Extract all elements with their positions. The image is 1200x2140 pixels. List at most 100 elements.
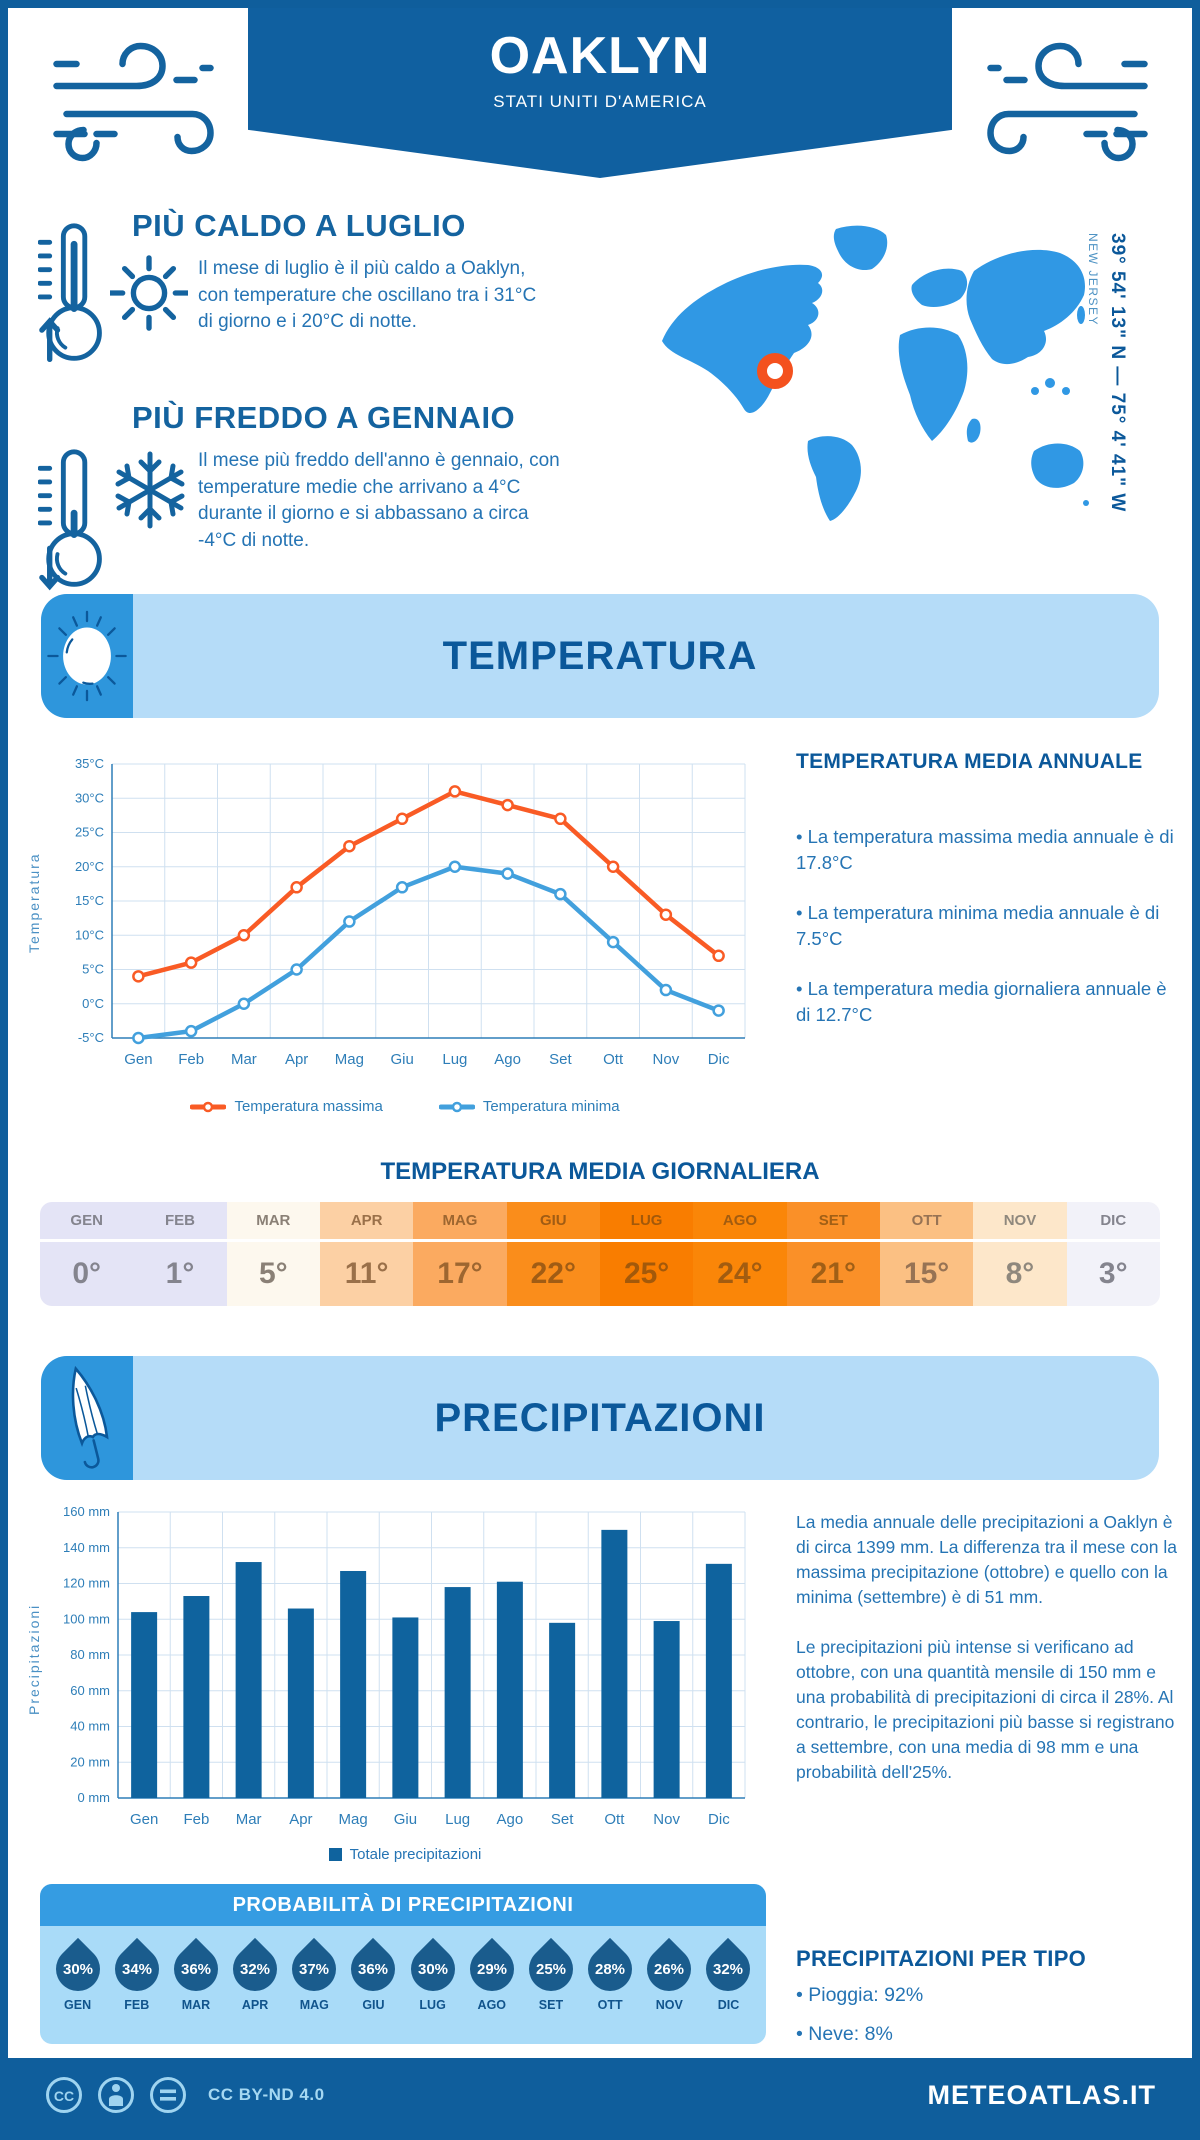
- daily-temp-month: AGO: [693, 1202, 787, 1242]
- sun-badge: [41, 594, 133, 718]
- water-drop-icon: 30%: [46, 1937, 109, 2001]
- page-title: OAKLYN: [489, 27, 711, 85]
- drop-percentage: 29%: [476, 1960, 507, 1978]
- daily-temp-cell: SET 21°: [786, 1202, 880, 1306]
- water-drop-icon: 36%: [164, 1937, 228, 2001]
- license-label: CC BY-ND 4.0: [208, 2085, 325, 2104]
- highlight-warm-title: PIÙ CALDO A LUGLIO: [132, 208, 466, 243]
- svg-text:10°C: 10°C: [75, 927, 104, 942]
- daily-temp-value: 0°: [72, 1257, 101, 1290]
- svg-text:Dic: Dic: [708, 1811, 730, 1828]
- daily-temp-month: GEN: [40, 1202, 134, 1242]
- sun-banner-icon: [47, 610, 127, 702]
- temperature-chart: Temperatura -5°C 0°C 5°C 10°C 15°C 20°C 25°C 30…: [26, 746, 760, 1142]
- daily-temp-cell: LUG 25°: [599, 1202, 694, 1306]
- svg-text:Feb: Feb: [183, 1811, 209, 1828]
- precipitation-probability-panel: PROBABILITÀ DI PRECIPITAZIONI 30% GEN 34…: [40, 1884, 766, 2044]
- temperature-line-chart: -5°C 0°C 5°C 10°C 15°C 20°C 25°C 30°C 35°C Gen Feb…: [75, 756, 746, 1068]
- daily-temp-value: 15°: [903, 1257, 950, 1290]
- highlight-cold-text: Il mese più freddo dell'anno è gennaio, …: [198, 450, 560, 551]
- world-map: [662, 225, 1089, 521]
- temp-stats-list: • La temperatura massima media annuale è…: [796, 824, 1184, 1052]
- daily-temp-table: GEN 0° FEB 1° MAR 5° APR 11° MAG 17° GIU 22° L…: [40, 1202, 1160, 1306]
- svg-text:15°C: 15°C: [75, 893, 104, 908]
- wind-icon: [53, 42, 214, 162]
- daily-temp-value: 21°: [810, 1257, 856, 1290]
- daily-temp-value: 1°: [165, 1257, 195, 1290]
- svg-text:140 mm: 140 mm: [63, 1540, 110, 1555]
- drop-percentage: 28%: [595, 1960, 626, 1978]
- daily-temp-value: 25°: [623, 1257, 670, 1290]
- legend-item: Temperatura massima: [190, 1098, 383, 1115]
- svg-text:160 mm: 160 mm: [63, 1504, 110, 1519]
- temperature-chart-legend: Temperatura massima Temperatura minima: [50, 1098, 760, 1115]
- precip-type-item: • Pioggia: 92%: [796, 1984, 924, 2006]
- svg-text:Ago: Ago: [497, 1811, 524, 1828]
- license-group: CC CC BY-ND 4.0: [44, 2075, 325, 2115]
- water-drop-icon: 37%: [283, 1937, 346, 2001]
- daily-temp-cell: AGO 24°: [693, 1202, 787, 1306]
- legend-label: Totale precipitazioni: [349, 1846, 482, 1863]
- thermometer-hot-icon: [38, 223, 102, 363]
- svg-text:Ott: Ott: [604, 1811, 625, 1828]
- svg-text:-5°C: -5°C: [78, 1030, 104, 1045]
- drop-percentage: 34%: [121, 1960, 152, 1978]
- snowflake-icon: [115, 451, 185, 529]
- svg-text:120 mm: 120 mm: [63, 1576, 110, 1591]
- svg-text:20 mm: 20 mm: [70, 1754, 110, 1769]
- probability-drop: 30% LUG: [401, 1936, 464, 2012]
- legend-item: Temperatura minima: [438, 1098, 620, 1115]
- cc-icon: CC: [46, 2077, 82, 2113]
- daily-temp-value: 11°: [344, 1257, 389, 1290]
- water-drop-icon: 26%: [638, 1937, 701, 2001]
- svg-text:Lug: Lug: [442, 1051, 467, 1068]
- temperature-section-title: TEMPERATURA: [442, 633, 758, 678]
- coordinates-label: 39° 54' 13" N — 75° 4' 41" W: [1107, 233, 1128, 513]
- page-subtitle: STATI UNITI D'AMERICA: [493, 92, 707, 111]
- sun-icon: [110, 255, 188, 331]
- svg-text:Ott: Ott: [603, 1051, 624, 1068]
- probability-drop: 36% GIU: [342, 1936, 405, 2012]
- svg-text:Gen: Gen: [130, 1811, 158, 1828]
- svg-text:80 mm: 80 mm: [70, 1647, 110, 1662]
- legend-label: Temperatura massima: [234, 1098, 383, 1115]
- drop-month: DIC: [717, 1998, 740, 2012]
- drop-month: SET: [538, 1998, 564, 2012]
- svg-text:5°C: 5°C: [82, 962, 104, 977]
- probability-drop: 32% DIC: [697, 1936, 760, 2012]
- probability-drop: 28% OTT: [579, 1936, 642, 2012]
- drop-month: GEN: [64, 1998, 92, 2012]
- daily-temp-cell: OTT 15°: [879, 1202, 974, 1306]
- daily-temp-cell: GEN 0°: [40, 1202, 134, 1306]
- daily-temp-month: NOV: [973, 1202, 1067, 1242]
- probability-drop: 37% MAG: [283, 1936, 346, 2012]
- svg-text:Feb: Feb: [178, 1051, 204, 1068]
- water-drop-icon: 32%: [697, 1937, 760, 2001]
- daily-temp-month: APR: [319, 1202, 414, 1242]
- drop-percentage: 25%: [535, 1960, 566, 1978]
- legend-square-sample: [328, 1848, 342, 1861]
- svg-text:Mar: Mar: [231, 1051, 257, 1068]
- umbrella-badge: [41, 1356, 133, 1480]
- svg-text:Gen: Gen: [124, 1051, 152, 1068]
- drop-month: LUG: [419, 1998, 446, 2012]
- header-banner: OAKLYN STATI UNITI D'AMERICA: [248, 8, 952, 178]
- drop-month: GIU: [362, 1998, 385, 2012]
- daily-temp-month: GIU: [506, 1202, 600, 1242]
- precip-type-list: • Pioggia: 92% • Neve: 8%: [796, 1982, 1176, 2060]
- svg-text:40 mm: 40 mm: [70, 1719, 110, 1734]
- svg-text:100 mm: 100 mm: [63, 1611, 110, 1626]
- site-name: METEOATLAS.IT: [927, 2079, 1156, 2110]
- water-drop-icon: 25%: [519, 1937, 583, 2001]
- svg-text:Mar: Mar: [236, 1811, 262, 1828]
- svg-text:Giu: Giu: [394, 1811, 417, 1828]
- footer: CC CC BY-ND 4.0 METEOATLAS.IT: [8, 2058, 1192, 2132]
- precipitation-section-title: PRECIPITAZIONI: [434, 1395, 766, 1440]
- drop-percentage: 32%: [240, 1960, 271, 1978]
- drop-percentage: 36%: [358, 1960, 389, 1978]
- drop-percentage: 30%: [417, 1960, 448, 1978]
- legend-item: Totale precipitazioni: [328, 1846, 482, 1863]
- probability-drop: 29% AGO: [460, 1936, 523, 2012]
- water-drop-icon: 30%: [401, 1937, 464, 2001]
